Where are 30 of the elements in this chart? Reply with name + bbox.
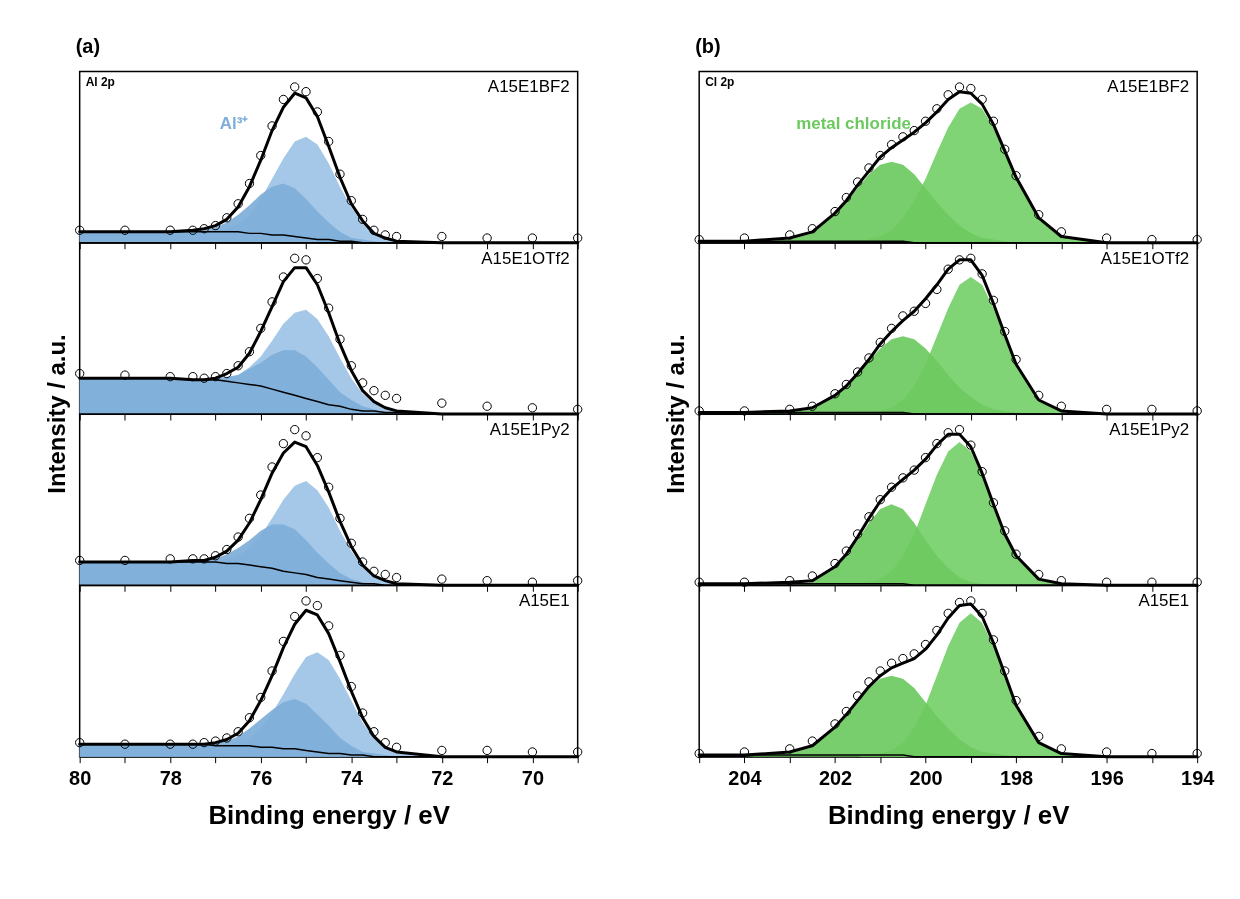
x-tick-label: 72 bbox=[431, 767, 454, 790]
chart-title: A15E1OTf2 bbox=[1100, 248, 1190, 268]
chart-title: A15E1 bbox=[518, 591, 570, 611]
x-tick-label: 194 bbox=[1181, 767, 1215, 790]
x-axis-title: Binding energy / eV bbox=[208, 800, 451, 829]
chart-title: A15E1 bbox=[1138, 591, 1190, 611]
x-tick-label: 200 bbox=[909, 767, 943, 790]
y-axis-title: Intensity / a.u. bbox=[42, 334, 70, 494]
chart-title: A15E1BF2 bbox=[1107, 77, 1190, 97]
annotation: metal chloride bbox=[796, 114, 911, 134]
chart-title: A15E1Py2 bbox=[489, 419, 570, 439]
annotation: Al 2p bbox=[85, 75, 115, 90]
chart-title: A15E1Py2 bbox=[1109, 419, 1190, 439]
chart-title: A15E1OTf2 bbox=[481, 248, 570, 268]
annotation: Al³⁺ bbox=[219, 114, 249, 134]
x-tick-label: 204 bbox=[728, 767, 762, 790]
x-tick-label: 196 bbox=[1090, 767, 1124, 790]
annotation: Cl 2p bbox=[705, 75, 735, 90]
x-axis-title: Binding energy / eV bbox=[827, 800, 1071, 829]
x-tick-label: 70 bbox=[521, 767, 544, 790]
x-tick-label: 198 bbox=[999, 767, 1034, 790]
x-tick-label: 202 bbox=[818, 767, 853, 790]
text: (b) bbox=[695, 35, 721, 58]
text: (a) bbox=[75, 35, 101, 58]
x-tick-label: 80 bbox=[69, 767, 92, 790]
x-tick-label: 78 bbox=[159, 767, 182, 790]
x-tick-label: 74 bbox=[340, 767, 363, 790]
x-tick-label: 76 bbox=[250, 767, 273, 790]
y-axis-title: Intensity / a.u. bbox=[662, 334, 690, 494]
chart-title: A15E1BF2 bbox=[487, 77, 570, 97]
